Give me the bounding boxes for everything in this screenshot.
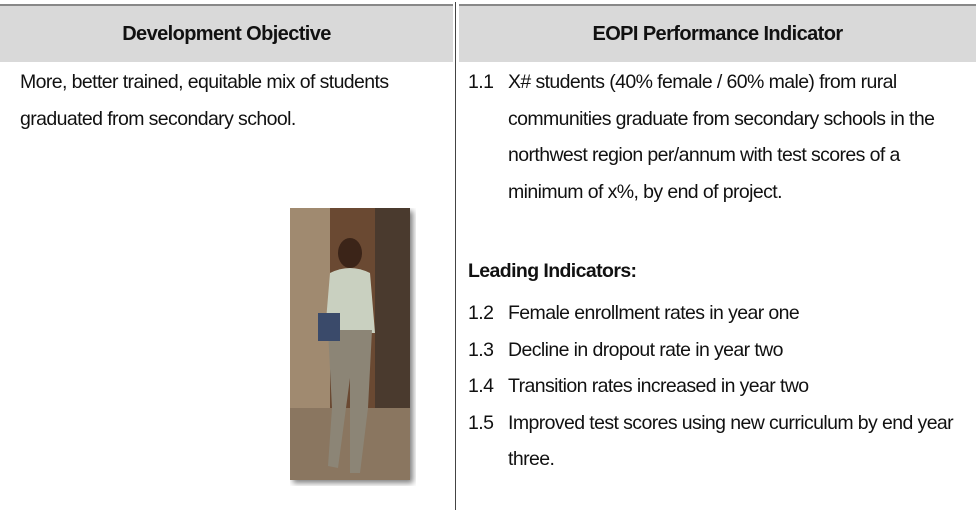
objective-text: More, better trained, equitable mix of s… <box>20 64 440 137</box>
leading-heading: Leading Indicators: <box>468 253 636 290</box>
indicator-text: Improved test scores using new curriculu… <box>508 405 968 478</box>
header-cell: Development Objective <box>0 4 453 62</box>
indicator-text: Transition rates increased in year two <box>508 368 968 405</box>
header-cell: EOPI Performance Indicator <box>459 4 976 62</box>
indicator-text: Female enrollment rates in year one <box>508 295 968 332</box>
column-divider <box>455 2 456 510</box>
indicator-text: X# students (40% female / 60% male) from… <box>508 64 968 210</box>
indicator-text: Decline in dropout rate in year two <box>508 332 968 369</box>
indicator-number: 1.4 <box>468 368 493 405</box>
photo <box>290 208 416 486</box>
page: Development Objective EOPI Performance I… <box>0 0 976 510</box>
indicator-number: 1.3 <box>468 332 493 369</box>
indicator-number: 1.1 <box>468 64 493 101</box>
indicator-number: 1.2 <box>468 295 493 332</box>
indicator-number: 1.5 <box>468 405 493 442</box>
indicator: 1.1 X# students (40% female / 60% male) … <box>468 64 968 214</box>
